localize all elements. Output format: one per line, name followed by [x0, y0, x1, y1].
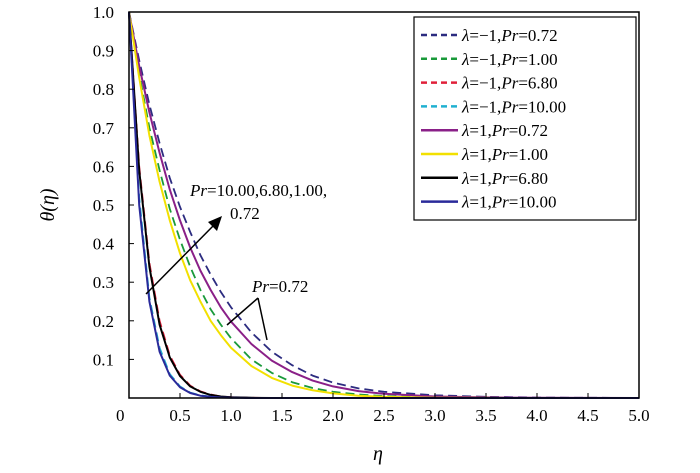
- legend-box: [413, 16, 637, 221]
- y-tick-label: 0.9: [93, 42, 114, 61]
- x-tick-label: 2.5: [373, 406, 394, 425]
- legend-label: λ=1,Pr=6.80: [461, 169, 548, 188]
- x-axis-label: η: [373, 443, 383, 465]
- y-axis-label: θ(η): [37, 188, 59, 221]
- x-tick-label: 0.5: [169, 406, 190, 425]
- ticks-layer: 0 0.5 1.0 1.5 2.0 2.5 3.0 3.5 4.0 4.5 5.0 0.1 0.2 0.3…: [93, 3, 650, 425]
- svg-text:Pr=10.00,6.80,1.00,: Pr=10.00,6.80,1.00,: [189, 181, 327, 200]
- legend: λ=−1,Pr=0.72 λ=−1,Pr=1.00 λ=−1,Pr=6.80 λ=−1…: [413, 16, 637, 221]
- legend-label: λ=1,Pr=10.00: [461, 193, 557, 212]
- annotation-pointer-2: [257, 297, 268, 341]
- x-tick-label: 2.0: [322, 406, 343, 425]
- y-tick-label: 0.8: [93, 80, 114, 99]
- x-tick-label: 4.5: [577, 406, 598, 425]
- annotation-pointer-1: [226, 297, 259, 326]
- annotation-arrow-head: [208, 216, 222, 231]
- y-tick-label: 0.7: [93, 119, 115, 138]
- x-tick-label: 4.0: [526, 406, 547, 425]
- x-tick-label: 1.5: [271, 406, 292, 425]
- x-tick-label: 0: [116, 406, 125, 425]
- annotation-pr-all: Pr=10.00,6.80,1.00, 0.72: [145, 181, 327, 295]
- annotation-pr-072: Pr=0.72: [226, 277, 308, 341]
- legend-label: λ=−1,Pr=0.72: [461, 26, 558, 45]
- y-tick-label: 1.0: [93, 3, 114, 22]
- legend-label: λ=−1,Pr=10.00: [461, 97, 566, 116]
- x-tick-label: 1.0: [220, 406, 241, 425]
- svg-text:0.72: 0.72: [230, 204, 260, 223]
- x-tick-label: 3.0: [424, 406, 445, 425]
- annotation-arrow-line: [145, 222, 217, 295]
- x-tick-label: 5.0: [628, 406, 649, 425]
- legend-label: λ=1,Pr=0.72: [461, 121, 548, 140]
- y-tick-label: 0.5: [93, 196, 114, 215]
- svg-text:Pr=0.72: Pr=0.72: [251, 277, 308, 296]
- y-tick-label: 0.3: [93, 273, 114, 292]
- y-tick-label: 0.2: [93, 312, 114, 331]
- y-tick-label: 0.6: [93, 157, 114, 176]
- legend-label: λ=1,Pr=1.00: [461, 145, 548, 164]
- y-tick-label: 0.4: [93, 235, 115, 254]
- x-tick-label: 3.5: [475, 406, 496, 425]
- y-tick-label: 0.1: [93, 350, 114, 369]
- legend-label: λ=−1,Pr=6.80: [461, 74, 558, 93]
- legend-label: λ=−1,Pr=1.00: [461, 50, 558, 69]
